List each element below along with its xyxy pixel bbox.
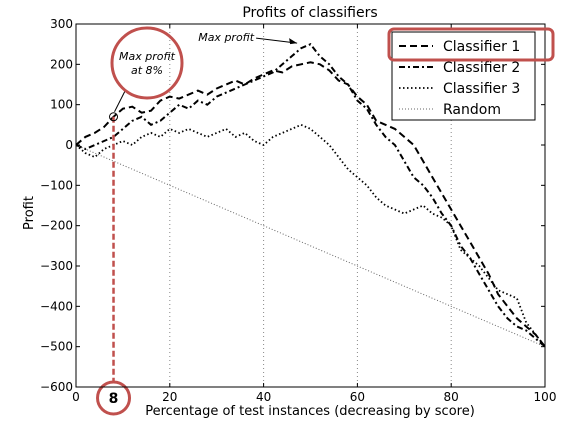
callout-pointer <box>114 89 126 112</box>
callout-text: at 8% <box>131 64 163 77</box>
x-tick-label: 40 <box>256 390 271 404</box>
y-tick-label: −300 <box>40 259 73 273</box>
y-axis-label: Profit <box>22 196 37 230</box>
y-tick-label: 0 <box>65 138 73 152</box>
legend-label-classifier-2: Classifier 2 <box>443 60 520 76</box>
legend-label-classifier-3: Classifier 3 <box>443 81 520 97</box>
y-tick-label: −600 <box>40 380 73 394</box>
x-tick-label: 100 <box>534 390 557 404</box>
series-line-classifier-2 <box>75 42 546 348</box>
callout-text: Max profit <box>119 50 176 63</box>
chart-title: Profits of classifiers <box>242 5 377 21</box>
series-line-random <box>75 144 546 348</box>
axis-ticks: 0 20 40 60 80 100 300 200 100 0 −100 −200 −300 −400 −5… <box>40 17 556 404</box>
y-tick-label: −100 <box>40 178 73 192</box>
max-profit-marker <box>109 112 119 122</box>
callout-circle <box>110 26 184 100</box>
series-line-classifier-3 <box>75 123 546 348</box>
series-line-classifier-1 <box>75 61 546 348</box>
x-tick-label: 0 <box>72 390 80 404</box>
y-tick-label: −200 <box>40 219 73 233</box>
x-tick-label: 80 <box>444 390 459 404</box>
x-marker-value: 8 <box>109 391 119 407</box>
series-lines <box>75 42 546 348</box>
legend-highlight <box>387 27 555 62</box>
x-tick-label: 20 <box>162 390 177 404</box>
y-tick-label: 200 <box>50 57 73 71</box>
y-tick-label: 300 <box>50 17 73 31</box>
plot-frame <box>75 23 546 388</box>
legend-label-classifier-1: Classifier 1 <box>443 39 520 55</box>
legend: Classifier 1 Classifier 2 Classifier 3 Rand… <box>387 27 555 121</box>
max-profit-arrowhead <box>289 38 298 45</box>
max-profit-label: Max profit <box>198 31 255 44</box>
y-tick-label: −500 <box>40 340 73 354</box>
y-tick-label: −400 <box>40 299 73 313</box>
legend-box <box>391 31 536 121</box>
x-axis-label: Percentage of test instances (decreasing… <box>145 404 475 419</box>
y-tick-label: 100 <box>50 98 73 112</box>
legend-label-random: Random <box>443 102 501 118</box>
x-marker-circle <box>96 380 132 416</box>
x-tick-label: 60 <box>350 390 365 404</box>
